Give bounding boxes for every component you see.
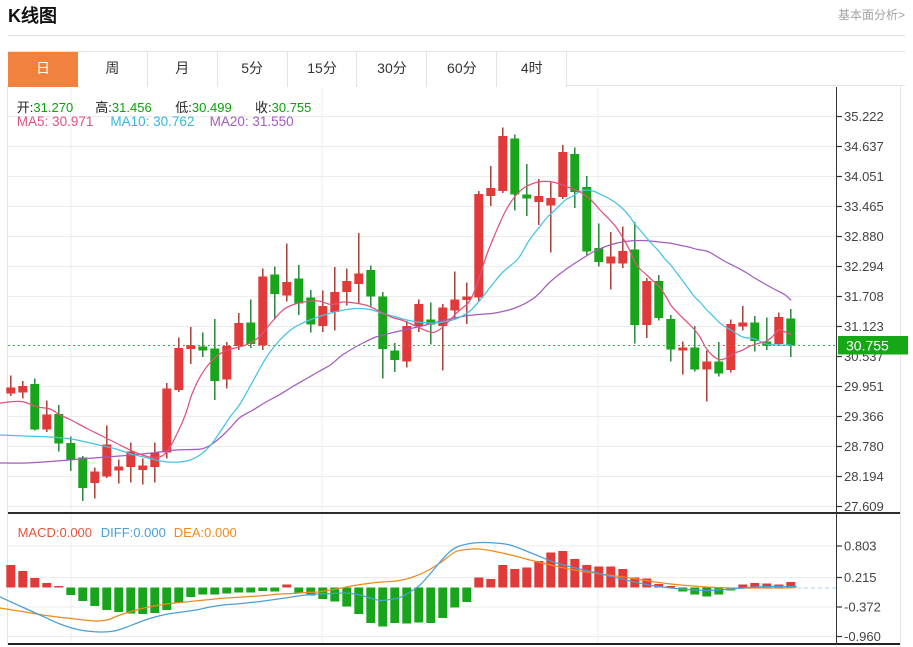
svg-text:34.637: 34.637 [844, 139, 884, 154]
svg-text:34.051: 34.051 [844, 169, 884, 184]
svg-text:33.465: 33.465 [844, 199, 884, 214]
svg-text:28.194: 28.194 [844, 469, 884, 484]
svg-text:31.123: 31.123 [844, 319, 884, 334]
svg-text:29.366: 29.366 [844, 409, 884, 424]
svg-text:30.755: 30.755 [846, 338, 889, 354]
svg-text:-0.372: -0.372 [844, 600, 881, 615]
svg-text:31.708: 31.708 [844, 289, 884, 304]
svg-text:-0.960: -0.960 [844, 629, 881, 644]
svg-text:32.294: 32.294 [844, 259, 884, 274]
svg-text:0.803: 0.803 [844, 539, 877, 554]
svg-text:28.780: 28.780 [844, 439, 884, 454]
svg-text:35.222: 35.222 [844, 109, 884, 124]
svg-text:0.215: 0.215 [844, 570, 877, 585]
svg-text:32.880: 32.880 [844, 229, 884, 244]
svg-text:27.609: 27.609 [844, 499, 884, 514]
svg-text:29.951: 29.951 [844, 379, 884, 394]
